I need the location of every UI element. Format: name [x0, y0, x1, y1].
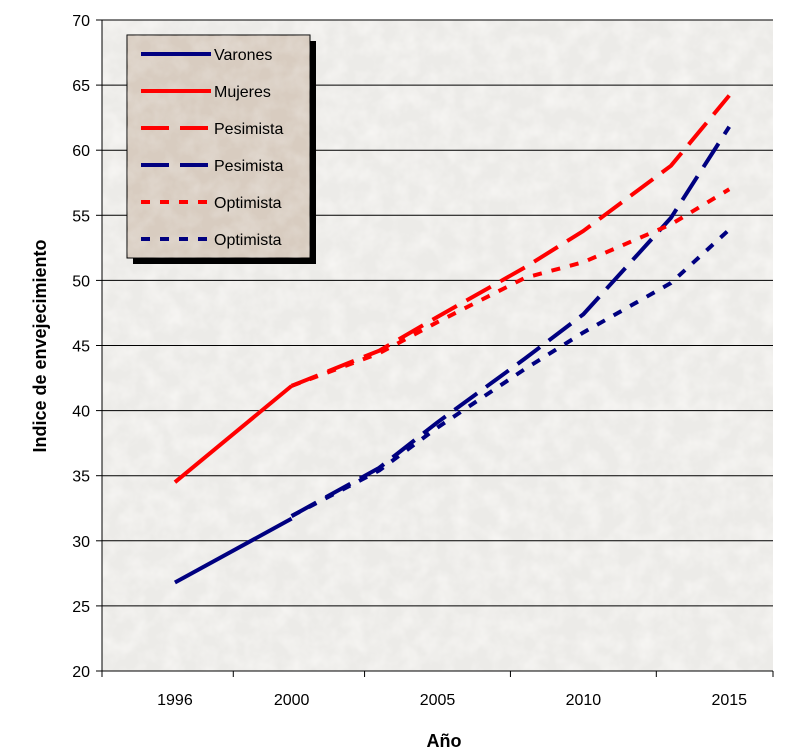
y-tick-label: 60: [72, 143, 90, 160]
series-line-pesimista: [290, 125, 731, 518]
legend-label: Optimista: [214, 232, 282, 249]
x-tick-label: 2010: [566, 692, 602, 709]
series-line-pesimista: [290, 94, 731, 388]
series-lines: [173, 94, 731, 585]
y-tick-label: 35: [72, 469, 90, 486]
legend-label: Mujeres: [214, 84, 271, 101]
y-tick-label: 70: [72, 13, 90, 30]
legend-texture: [127, 35, 310, 258]
x-tick-label: 2000: [274, 692, 310, 709]
y-tick-label: 55: [72, 208, 90, 225]
y-tick-label: 20: [72, 664, 90, 681]
series-line-optimista: [290, 228, 731, 518]
legend-label: Pesimista: [214, 121, 283, 138]
series-line-varones: [173, 516, 293, 585]
legend-label: Pesimista: [214, 158, 283, 175]
legend-label: Optimista: [214, 195, 282, 212]
y-tick-label: 30: [72, 534, 90, 551]
x-tick-label: 2005: [420, 692, 456, 709]
legend: Varones Mujeres Pesimista Pesimista Optimist…: [126, 34, 316, 264]
y-tick-label: 45: [72, 339, 90, 356]
axes: 20 25 30 35 40 45 50 55 60 65 70 1996 2000 2005 2010 20…: [72, 13, 774, 709]
y-tick-label: 40: [72, 404, 90, 421]
y-tick-label: 25: [72, 599, 90, 616]
y-tick-label: 50: [72, 273, 90, 290]
y-axis-title: Indice de envejecimiento: [30, 239, 50, 452]
x-tick-label: 2015: [711, 692, 747, 709]
x-tick-label: 1996: [157, 692, 193, 709]
legend-label: Varones: [214, 47, 272, 64]
series-line-mujeres: [173, 384, 293, 484]
y-tick-label: 65: [72, 78, 90, 95]
x-axis-title: Año: [427, 731, 462, 751]
